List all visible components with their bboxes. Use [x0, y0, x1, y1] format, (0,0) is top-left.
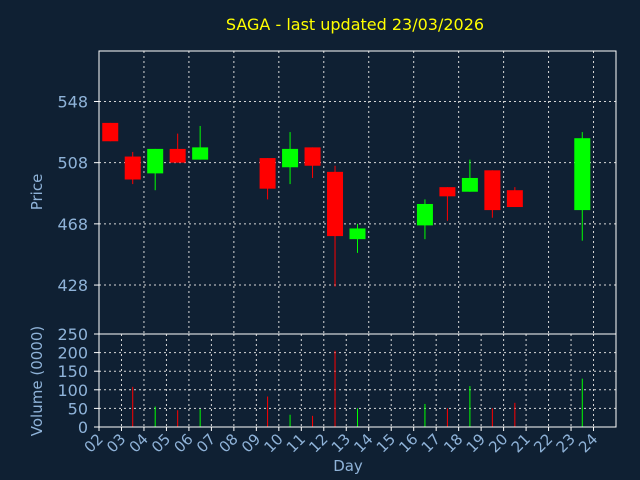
candle-body [124, 156, 141, 180]
chart-title: SAGA - last updated 23/03/2026 [226, 15, 484, 34]
candle-body [282, 148, 299, 168]
candle-body [439, 187, 456, 197]
candle-body [461, 177, 478, 192]
candle-body [102, 122, 119, 142]
volume-tick-label: 200 [57, 344, 88, 363]
volume-tick-label: 250 [57, 325, 88, 344]
candle-body [259, 158, 276, 189]
price-tick-label: 428 [57, 276, 88, 295]
candle-body [304, 147, 321, 166]
volume-series [132, 350, 583, 427]
candle-body [416, 203, 433, 226]
x-axis-label: Day [333, 457, 363, 475]
candle-body [506, 190, 523, 208]
candlestick-series [102, 122, 591, 287]
candle-body [147, 148, 164, 174]
candle-body [327, 171, 344, 237]
candle-body [192, 147, 209, 160]
price-tick-label: 468 [57, 215, 88, 234]
price-tick-label: 508 [57, 154, 88, 173]
volume-tick-label: 50 [68, 399, 88, 418]
price-tick-labels: 428 468 508 548 [57, 92, 99, 295]
volume-tick-label: 100 [57, 381, 88, 400]
price-tick-label: 548 [57, 92, 88, 111]
volume-tick-label: 150 [57, 362, 88, 381]
candle-body [574, 138, 591, 211]
candle-body [169, 148, 186, 163]
volume-axis-label: Volume (0000) [28, 326, 46, 436]
candle-body [484, 170, 501, 211]
price-axis-label: Price [28, 174, 46, 211]
candle-body [349, 228, 366, 240]
volume-panel-frame [98, 333, 617, 428]
volume-tick-label: 0 [78, 418, 88, 437]
volume-gridlines [99, 334, 616, 427]
